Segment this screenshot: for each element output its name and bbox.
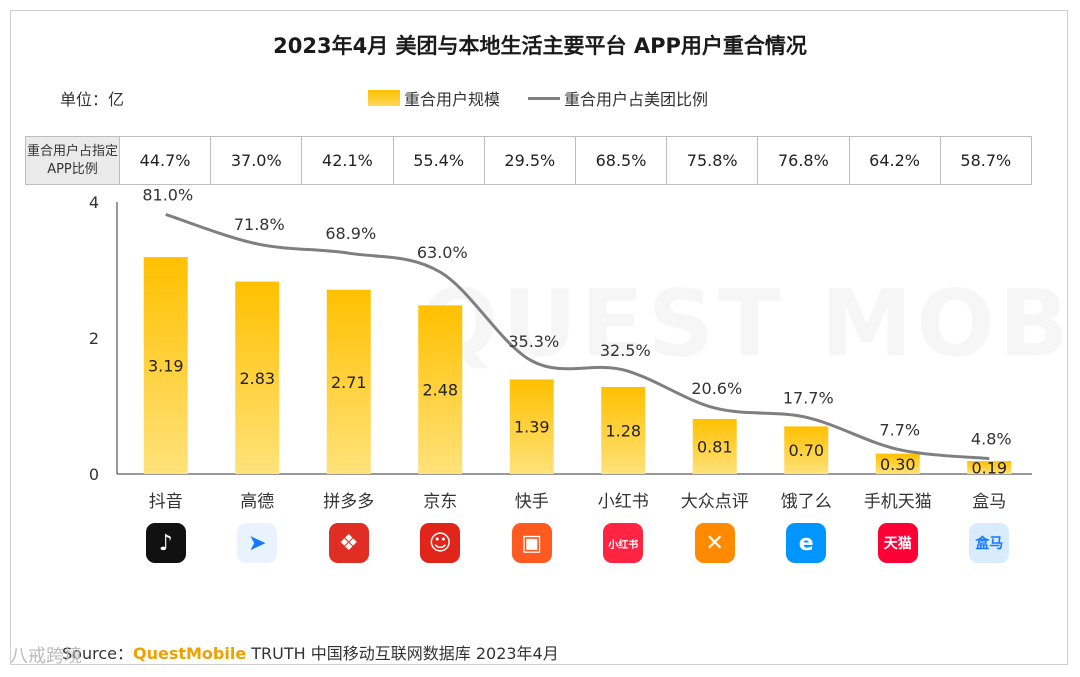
ratio-cell: 37.0%: [210, 136, 303, 185]
source-brand: QuestMobile: [132, 644, 247, 663]
bar: [692, 418, 737, 474]
app-icon-row: ♪ ➤ ❖ ☺ ▣ 小红书 ✕ e 天猫 盒马: [0, 523, 1080, 567]
douyin-icon: ♪: [145, 523, 186, 563]
bar: [418, 305, 463, 474]
line-value-label: 81.0%: [142, 185, 193, 204]
bar-value-label: 2.83: [239, 369, 275, 388]
pinduoduo-icon: ❖: [328, 523, 369, 563]
x-category-label: 拼多多: [323, 492, 374, 512]
gaode-icon: ➤: [237, 523, 278, 563]
bar-value-label: 1.28: [605, 421, 641, 440]
line-value-label: 68.9%: [325, 224, 376, 243]
unit-label: 单位：亿: [60, 90, 125, 109]
bar-value-label: 1.39: [514, 418, 550, 437]
bar: [967, 461, 1012, 474]
kuaishou-icon: ▣: [511, 523, 552, 563]
ratio-cell: 58.7%: [939, 136, 1033, 185]
bar: [875, 453, 920, 474]
corner-watermark: 八戒跨境: [10, 646, 82, 667]
x-category-label: 快手: [515, 492, 549, 512]
bar: [326, 289, 371, 474]
bar-value-label: 0.70: [788, 441, 824, 460]
y-tick-label: 0: [89, 465, 99, 484]
ratio-cell: 76.8%: [757, 136, 850, 185]
jingdong-icon: ☺: [420, 523, 461, 563]
source-prefix: Source：: [62, 644, 133, 663]
source-note: Source：QuestMobile TRUTH 中国移动互联网数据库 2023…: [62, 640, 559, 664]
line-value-label: 4.8%: [971, 430, 1012, 449]
ratio-cell: 55.4%: [392, 136, 485, 185]
chart-title: 2023年4月 美团与本地生活主要平台 APP用户重合情况: [273, 34, 807, 58]
x-category-label: 大众点评: [681, 492, 749, 512]
line-value-label: 17.7%: [783, 388, 834, 407]
legend-bar-label: 重合用户规模: [404, 90, 501, 109]
x-category-label: 饿了么: [781, 492, 832, 512]
line-value-label: 32.5%: [600, 341, 651, 360]
x-category-label: 抖音: [149, 492, 183, 512]
x-category-label: 高德: [240, 492, 274, 512]
hema-icon: 盒马: [969, 523, 1010, 563]
line-value-label: 71.8%: [234, 215, 285, 234]
legend-line-swatch: [528, 96, 561, 100]
bar-value-label: 0.81: [697, 437, 733, 456]
y-tick-label: 2: [89, 329, 99, 348]
x-category-label: 小红书: [598, 492, 649, 512]
eleme-icon: e: [786, 523, 827, 563]
x-category-label: 京东: [423, 492, 457, 512]
line-value-label: 7.7%: [879, 420, 920, 439]
legend-bar-swatch: [368, 90, 400, 106]
legend-line-label: 重合用户占美团比例: [564, 90, 709, 109]
ratio-table: 重合用户占指定APP比例 44.7% 37.0% 42.1% 55.4% 29.…: [25, 136, 1033, 185]
xiaohongshu-icon: 小红书: [603, 523, 644, 563]
dazhongdianping-icon: ✕: [694, 523, 735, 563]
ratio-cell: 42.1%: [301, 136, 394, 185]
ratio-table-header: 重合用户占指定APP比例: [25, 136, 120, 185]
ratio-cell: 75.8%: [666, 136, 759, 185]
line-value-label: 63.0%: [417, 243, 468, 262]
bar-value-label: 3.19: [148, 357, 184, 376]
line-value-label: 20.6%: [691, 379, 742, 398]
line-value-label: 35.3%: [508, 332, 559, 351]
bar: [601, 386, 646, 474]
ratio-cell: 68.5%: [574, 136, 668, 185]
tmall-icon: 天猫: [877, 523, 918, 563]
ratio-line: [165, 212, 990, 461]
bar-value-label: 0.19: [971, 459, 1007, 478]
x-category-label: 手机天猫: [864, 492, 932, 512]
legend: 重合用户规模 重合用户占美团比例: [368, 86, 708, 110]
ratio-cell: 44.7%: [118, 136, 212, 185]
ratio-cell: 64.2%: [848, 136, 941, 185]
source-rest: TRUTH 中国移动互联网数据库 2023年4月: [246, 644, 559, 663]
bar: [509, 379, 554, 474]
x-category-label: 盒马: [972, 492, 1006, 512]
y-tick-label: 4: [89, 193, 99, 212]
bar-value-label: 2.48: [422, 381, 458, 400]
bar: [235, 281, 280, 474]
bar: [784, 426, 829, 474]
bar-value-label: 0.30: [880, 455, 916, 474]
bar: [143, 257, 188, 474]
bar-value-label: 2.71: [331, 373, 367, 392]
ratio-cell: 29.5%: [483, 136, 576, 185]
